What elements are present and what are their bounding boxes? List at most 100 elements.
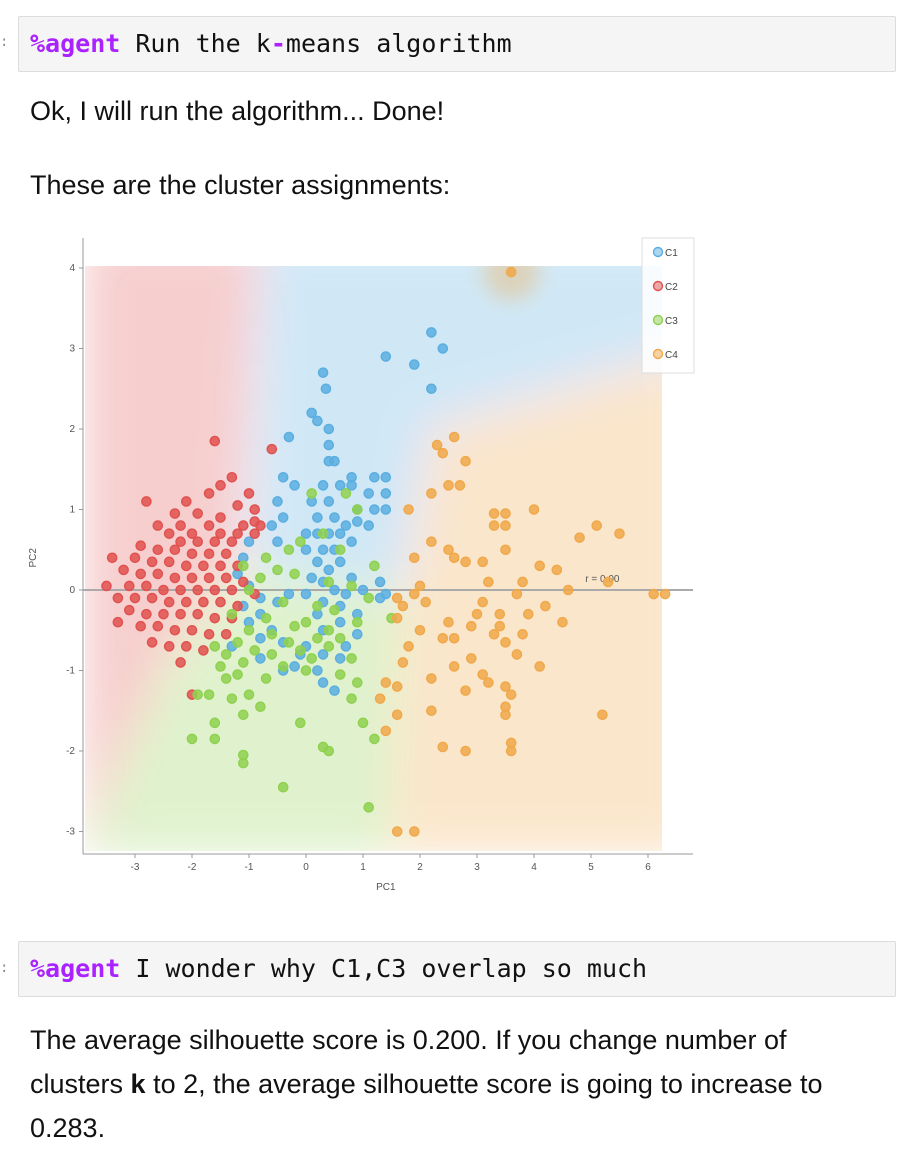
point-c2 bbox=[186, 548, 198, 560]
x-tick-label: -2 bbox=[188, 862, 197, 873]
point-c4 bbox=[471, 608, 483, 620]
x-tick-label: 2 bbox=[417, 862, 423, 873]
point-c2 bbox=[192, 584, 203, 596]
point-c3 bbox=[294, 717, 306, 729]
legend-label: C3 bbox=[665, 316, 678, 327]
point-c1 bbox=[317, 480, 329, 491]
point-c3 bbox=[346, 693, 357, 704]
point-c3 bbox=[260, 612, 272, 624]
point-c2 bbox=[220, 548, 232, 560]
point-c4 bbox=[391, 612, 403, 624]
point-c4 bbox=[380, 677, 392, 688]
legend-marker bbox=[652, 314, 664, 326]
code-cell-input[interactable]: %agent I wonder why C1,C3 overlap so muc… bbox=[18, 941, 896, 997]
point-c2 bbox=[146, 556, 158, 568]
point-c3 bbox=[294, 645, 306, 656]
point-c1 bbox=[300, 588, 312, 600]
point-c1 bbox=[300, 544, 312, 556]
point-c3 bbox=[369, 733, 380, 745]
point-c2 bbox=[215, 560, 226, 572]
point-c2 bbox=[192, 608, 203, 620]
output-text: Ok, I will run the algorithm... Done! bbox=[30, 96, 445, 126]
point-c4 bbox=[414, 624, 426, 636]
point-c1 bbox=[329, 685, 340, 696]
point-c2 bbox=[249, 504, 260, 515]
point-c2 bbox=[186, 528, 198, 539]
output-paragraph: The average silhouette score is 0.200. I… bbox=[30, 1018, 880, 1150]
point-c1 bbox=[329, 455, 340, 467]
point-c1 bbox=[283, 431, 295, 443]
point-c3 bbox=[294, 536, 306, 548]
point-c1 bbox=[380, 488, 392, 499]
point-c3 bbox=[300, 616, 312, 628]
point-c3 bbox=[220, 649, 232, 660]
point-c2 bbox=[220, 628, 232, 640]
point-c1 bbox=[277, 512, 289, 523]
point-c3 bbox=[255, 701, 266, 713]
point-c2 bbox=[209, 584, 221, 596]
point-c2 bbox=[266, 443, 278, 455]
point-c4 bbox=[431, 439, 443, 451]
point-c2 bbox=[180, 641, 192, 652]
point-c2 bbox=[129, 592, 141, 604]
point-c1 bbox=[272, 536, 283, 548]
legend-label: C2 bbox=[665, 282, 678, 293]
point-c2 bbox=[152, 520, 164, 531]
point-c4 bbox=[460, 455, 471, 467]
point-c2 bbox=[152, 620, 164, 632]
point-c4 bbox=[500, 637, 511, 648]
point-c4 bbox=[488, 520, 500, 531]
y-tick-label: -1 bbox=[66, 666, 75, 677]
point-c2 bbox=[118, 564, 129, 576]
point-c2 bbox=[135, 620, 146, 632]
point-c2 bbox=[112, 592, 124, 604]
point-c3 bbox=[306, 488, 318, 499]
point-c4 bbox=[659, 588, 671, 600]
point-c3 bbox=[232, 637, 243, 648]
point-c4 bbox=[500, 544, 511, 556]
point-c4 bbox=[460, 556, 471, 568]
point-c1 bbox=[323, 564, 335, 576]
point-c1 bbox=[340, 520, 352, 531]
point-c2 bbox=[180, 560, 192, 572]
point-c1 bbox=[340, 588, 352, 600]
point-c3 bbox=[232, 669, 243, 680]
point-c4 bbox=[408, 552, 420, 564]
point-c1 bbox=[306, 572, 318, 584]
point-c2 bbox=[163, 528, 175, 539]
point-c2 bbox=[232, 500, 243, 511]
point-c4 bbox=[448, 431, 460, 443]
point-c2 bbox=[141, 608, 152, 620]
point-c4 bbox=[448, 552, 460, 564]
point-c1 bbox=[323, 439, 335, 451]
point-c2 bbox=[237, 520, 249, 531]
point-c2 bbox=[198, 560, 209, 572]
point-c2 bbox=[198, 596, 209, 608]
point-c1 bbox=[357, 584, 369, 596]
point-c2 bbox=[175, 520, 186, 531]
legend-label: C1 bbox=[665, 248, 678, 259]
point-c3 bbox=[203, 689, 215, 700]
point-c1 bbox=[317, 649, 329, 660]
point-c2 bbox=[141, 496, 152, 507]
point-c2 bbox=[152, 544, 164, 556]
code-cell-input[interactable]: %agent Run the k-means algorithm bbox=[18, 16, 896, 72]
point-c2 bbox=[163, 596, 175, 608]
point-c2 bbox=[215, 528, 226, 539]
point-c1 bbox=[380, 471, 392, 483]
point-c2 bbox=[209, 536, 221, 548]
point-c4 bbox=[443, 480, 454, 491]
point-c1 bbox=[334, 528, 346, 539]
point-c3 bbox=[323, 641, 335, 652]
point-c4 bbox=[488, 628, 500, 640]
point-c2 bbox=[237, 576, 249, 588]
point-c3 bbox=[306, 653, 318, 664]
point-c1 bbox=[317, 544, 329, 556]
point-c3 bbox=[249, 645, 260, 656]
point-c4 bbox=[374, 693, 386, 704]
point-c4 bbox=[494, 608, 506, 620]
point-c2 bbox=[209, 435, 221, 447]
point-c4 bbox=[534, 661, 546, 672]
point-c4 bbox=[500, 709, 511, 721]
point-c3 bbox=[351, 616, 363, 628]
